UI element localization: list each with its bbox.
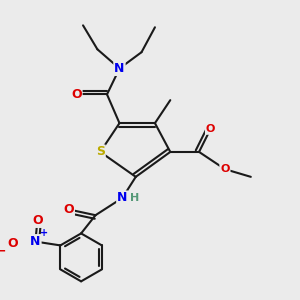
Text: N: N [30, 235, 40, 248]
Text: N: N [114, 62, 125, 75]
Text: −: − [0, 245, 6, 258]
Text: +: + [40, 228, 48, 238]
Text: O: O [220, 164, 230, 174]
Text: O: O [63, 203, 74, 216]
Text: N: N [117, 191, 128, 204]
Text: O: O [32, 214, 43, 227]
Text: S: S [96, 146, 105, 158]
Text: O: O [206, 124, 215, 134]
Text: H: H [130, 193, 140, 203]
Text: O: O [7, 237, 18, 250]
Text: O: O [71, 88, 82, 101]
